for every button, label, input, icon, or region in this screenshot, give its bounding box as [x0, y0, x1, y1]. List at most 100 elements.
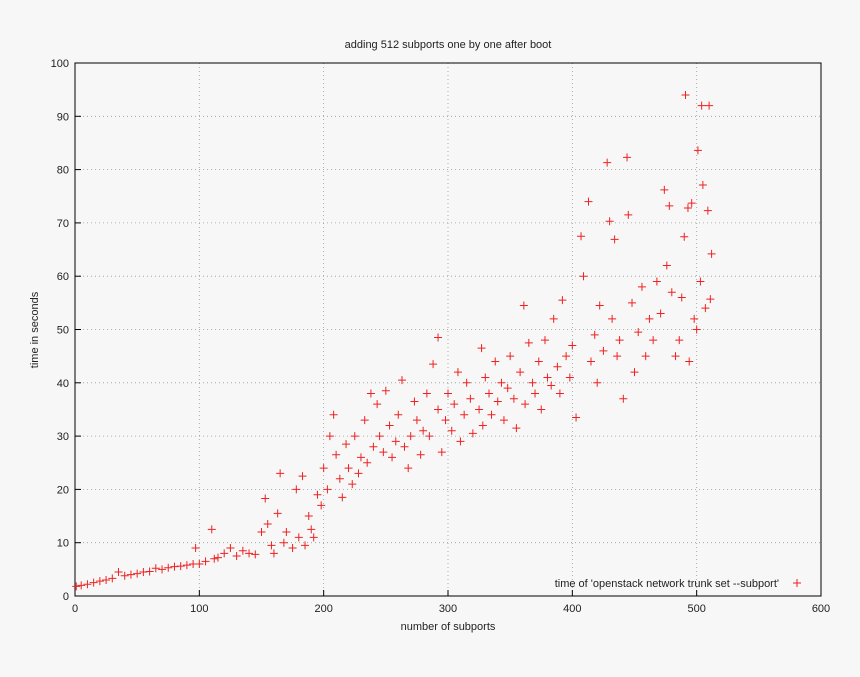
point: [344, 464, 353, 473]
point: [325, 432, 334, 441]
point: [126, 570, 135, 579]
point: [509, 394, 518, 403]
point: [485, 389, 494, 398]
point: [568, 341, 577, 350]
point: [649, 336, 658, 345]
point: [232, 552, 241, 561]
point: [477, 344, 486, 353]
point: [251, 550, 260, 559]
point: [434, 405, 443, 414]
point: [441, 416, 450, 425]
point: [697, 101, 706, 110]
point: [292, 485, 301, 494]
y-tick-label: 10: [57, 538, 69, 550]
point: [412, 416, 421, 425]
point: [519, 301, 528, 310]
point: [391, 437, 400, 446]
point: [586, 357, 595, 366]
point: [584, 197, 593, 206]
point: [176, 562, 185, 571]
point: [207, 525, 216, 534]
point: [456, 437, 465, 446]
point: [603, 158, 612, 167]
point: [95, 577, 104, 586]
x-tick-label: 600: [812, 603, 830, 615]
point: [89, 578, 98, 587]
point: [547, 381, 556, 390]
point: [220, 549, 229, 558]
point: [553, 362, 562, 371]
point: [288, 544, 297, 553]
point: [238, 546, 247, 555]
point: [549, 314, 558, 323]
point: [151, 564, 160, 573]
point: [83, 580, 92, 589]
x-tick-label: 500: [687, 603, 705, 615]
point: [276, 469, 285, 478]
point: [213, 553, 222, 562]
point: [481, 373, 490, 382]
point: [108, 574, 117, 583]
point: [375, 432, 384, 441]
point: [319, 464, 328, 473]
y-tick-label: 80: [57, 165, 69, 177]
point: [72, 582, 81, 591]
point: [662, 261, 671, 270]
point: [410, 397, 419, 406]
point: [245, 549, 254, 558]
point: [406, 432, 415, 441]
point: [534, 357, 543, 366]
point: [562, 352, 571, 361]
point: [706, 295, 715, 304]
point: [491, 357, 500, 366]
point: [164, 563, 173, 572]
point: [366, 389, 375, 398]
point: [356, 453, 365, 462]
y-tick-label: 70: [57, 218, 69, 230]
point: [641, 352, 650, 361]
y-tick-label: 40: [57, 378, 69, 390]
point: [210, 554, 219, 563]
point: [681, 90, 690, 99]
point: [460, 410, 469, 419]
point: [590, 330, 599, 339]
point: [400, 442, 409, 451]
point: [524, 338, 533, 347]
point: [329, 410, 338, 419]
point: [579, 272, 588, 281]
point: [531, 389, 540, 398]
point: [369, 442, 378, 451]
y-tick-label: 60: [57, 271, 69, 283]
point: [462, 378, 471, 387]
plot-frame: [74, 62, 822, 597]
point: [388, 453, 397, 462]
point: [279, 538, 288, 547]
point: [610, 235, 619, 244]
point: [429, 360, 438, 369]
point: [145, 567, 154, 576]
x-tick-label: 400: [563, 603, 581, 615]
point: [350, 432, 359, 441]
point: [191, 544, 200, 553]
point: [665, 201, 674, 210]
point: [120, 571, 129, 580]
point: [158, 565, 167, 574]
x-tick-label: 100: [190, 603, 208, 615]
point: [645, 314, 654, 323]
point: [354, 469, 363, 478]
y-tick-label: 50: [57, 325, 69, 337]
point: [499, 416, 508, 425]
point: [687, 199, 696, 208]
point: [478, 421, 487, 430]
point: [667, 288, 676, 297]
point: [703, 206, 712, 215]
point: [317, 501, 326, 510]
point: [267, 541, 276, 550]
point: [360, 416, 369, 425]
point: [572, 413, 581, 422]
y-tick-label: 90: [57, 111, 69, 123]
point: [273, 509, 282, 518]
point: [338, 493, 347, 502]
point: [201, 557, 210, 566]
point: [685, 357, 694, 366]
